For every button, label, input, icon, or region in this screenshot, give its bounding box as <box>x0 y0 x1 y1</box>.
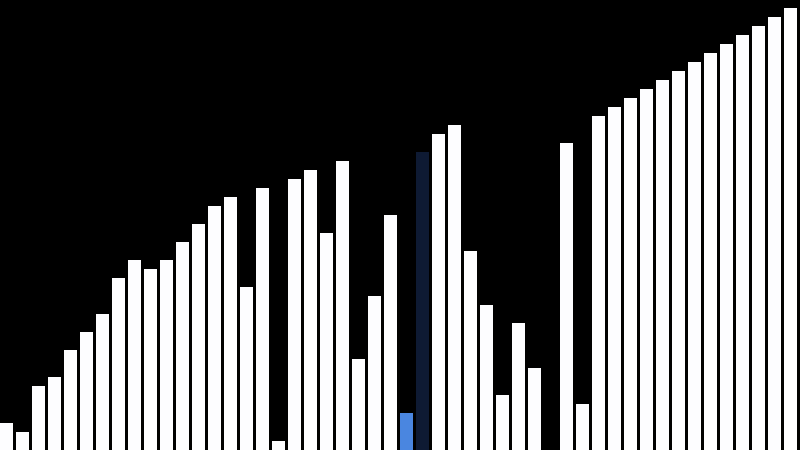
sort-bar <box>720 44 733 450</box>
sort-bar <box>224 197 237 450</box>
sort-bar <box>256 188 269 450</box>
sort-bar <box>304 170 317 450</box>
sort-bar <box>528 368 541 450</box>
sort-bar <box>432 134 445 450</box>
sort-bar <box>480 305 493 450</box>
sort-bar <box>512 323 525 450</box>
sort-bar <box>688 62 701 450</box>
sort-bar <box>208 206 221 450</box>
sort-bar <box>384 215 397 450</box>
sort-bar <box>784 8 797 450</box>
sort-bar <box>80 332 93 450</box>
sort-bar <box>320 233 333 450</box>
sort-bar <box>704 53 717 450</box>
sort-bar <box>368 296 381 450</box>
sort-bar <box>192 224 205 450</box>
sort-bar <box>144 269 157 450</box>
sort-bar <box>464 251 477 450</box>
sort-bar <box>112 278 125 450</box>
sort-bar <box>96 314 109 450</box>
sort-bar <box>768 17 781 450</box>
sort-bar <box>240 287 253 450</box>
sort-bar <box>64 350 77 450</box>
sort-bar <box>272 441 285 450</box>
sort-bar <box>576 404 589 450</box>
sort-bar <box>640 89 653 450</box>
sort-bar <box>32 386 45 450</box>
compare-sort-bar <box>416 152 429 450</box>
sort-bar <box>752 26 765 450</box>
sort-bar <box>336 161 349 450</box>
sort-bar <box>736 35 749 450</box>
sort-bar <box>48 377 61 450</box>
sort-bar <box>592 116 605 450</box>
sort-bar <box>496 395 509 450</box>
sort-bar <box>608 107 621 450</box>
sort-bar <box>128 260 141 450</box>
sort-bar <box>176 242 189 450</box>
sort-bar <box>672 71 685 450</box>
sort-bar <box>352 359 365 450</box>
sort-bar <box>0 423 13 450</box>
sort-bar <box>624 98 637 450</box>
sort-bar <box>656 80 669 450</box>
active-sort-bar <box>400 413 413 450</box>
sort-bar <box>160 260 173 450</box>
sort-bar <box>288 179 301 450</box>
sort-bar <box>560 143 573 450</box>
sort-bar <box>448 125 461 450</box>
sort-bar <box>16 432 29 450</box>
